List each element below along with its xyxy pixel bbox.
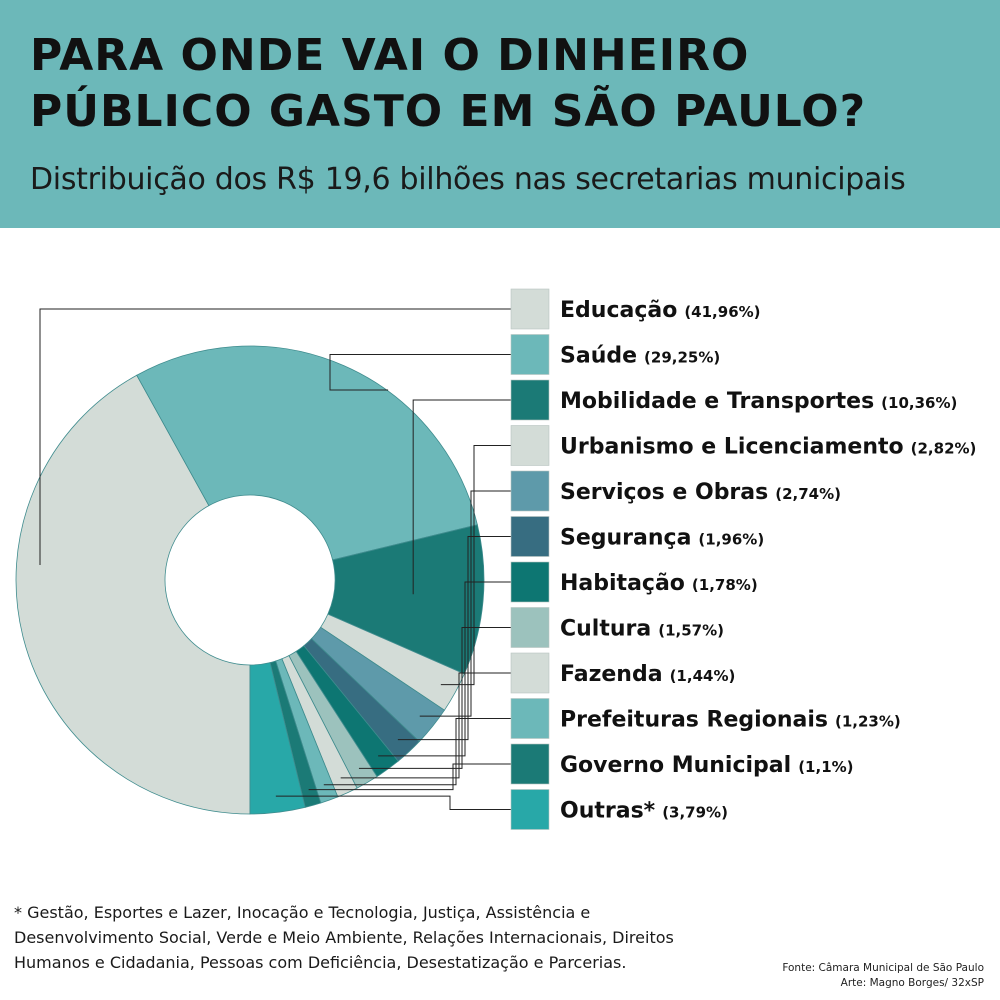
legend-swatch-cultura bbox=[510, 607, 550, 648]
slice-outras bbox=[249, 662, 306, 815]
legend-percent: (10,36%) bbox=[881, 394, 957, 412]
legend-label: Fazenda bbox=[560, 662, 663, 687]
legend-entry-fazenda: Fazenda (1,44%) bbox=[560, 662, 735, 687]
legend-swatch-educacao bbox=[510, 288, 550, 330]
legend-swatch-prefeituras-regionais bbox=[510, 698, 550, 739]
legend-swatch-fazenda bbox=[510, 652, 550, 694]
legend-entry-outras: Outras* (3,79%) bbox=[560, 799, 728, 824]
leader-saude bbox=[329, 354, 511, 391]
leader-cultura bbox=[358, 627, 511, 769]
art-credit: Arte: Magno Borges/ 32xSP bbox=[840, 977, 984, 989]
legend-label: Segurança bbox=[560, 526, 691, 551]
legend-percent: (1,78%) bbox=[692, 576, 758, 594]
legend-percent: (1,44%) bbox=[670, 667, 736, 685]
legend-swatch-seguranca bbox=[510, 516, 550, 557]
legend-label: Governo Municipal bbox=[560, 753, 791, 778]
donut-slices bbox=[15, 345, 485, 815]
leader-prefeituras-regionais bbox=[323, 718, 511, 786]
legend-entry-servicos-e-obras: Serviços e Obras (2,74%) bbox=[560, 480, 841, 505]
chart-title: PARA ONDE VAI O DINHEIRO PÚBLICO GASTO E… bbox=[30, 28, 866, 140]
footnote: * Gestão, Esportes e Lazer, Inocação e T… bbox=[14, 903, 674, 972]
legend-label: Mobilidade e Transportes bbox=[560, 389, 874, 414]
legend-swatch-outras bbox=[510, 789, 550, 830]
slice-saude bbox=[136, 345, 478, 561]
leader-fazenda bbox=[340, 672, 511, 779]
legend-percent: (3,79%) bbox=[662, 804, 728, 822]
title-line-1: PARA ONDE VAI O DINHEIRO bbox=[30, 30, 750, 81]
legend-label: Outras* bbox=[560, 799, 656, 824]
credits: Fonte: Câmara Municipal de São Paulo Art… bbox=[782, 961, 984, 991]
legend-percent: (2,82%) bbox=[911, 440, 977, 458]
legend-entry-educacao: Educação (41,96%) bbox=[560, 298, 761, 323]
legend-entry-saude: Saúde (29,25%) bbox=[560, 344, 720, 369]
legend: Educação (41,96%) Saúde (29,25%) Mobilidade … bbox=[510, 288, 976, 830]
leader-outras bbox=[275, 795, 511, 810]
legend-entry-prefeituras-regionais: Prefeituras Regionais (1,23%) bbox=[560, 708, 901, 733]
legend-swatch-servicos-e-obras bbox=[510, 470, 550, 512]
legend-label: Urbanismo e Licenciamento bbox=[560, 435, 904, 460]
leader-seguranca bbox=[397, 536, 511, 741]
leader-educacao bbox=[39, 308, 511, 565]
legend-percent: (1,57%) bbox=[658, 622, 724, 640]
legend-label: Saúde bbox=[560, 344, 637, 369]
legend-swatch-habitacao bbox=[510, 561, 550, 603]
legend-swatch-urbanismo-e-licenciamento bbox=[510, 425, 550, 466]
leader-urbanismo-e-licenciamento bbox=[440, 445, 511, 686]
legend-label: Cultura bbox=[560, 617, 651, 642]
leader-habitacao bbox=[378, 581, 511, 757]
legend-percent: (2,74%) bbox=[775, 485, 841, 503]
legend-label: Prefeituras Regionais bbox=[560, 708, 828, 733]
legend-percent: (41,96%) bbox=[684, 303, 760, 321]
legend-percent: (1,96%) bbox=[698, 531, 764, 549]
leader-lines bbox=[39, 308, 511, 810]
legend-entry-governo-municipal: Governo Municipal (1,1%) bbox=[560, 753, 854, 778]
legend-percent: (29,25%) bbox=[644, 349, 720, 367]
legend-label: Educação bbox=[560, 298, 677, 323]
leader-servicos-e-obras bbox=[419, 490, 511, 717]
legend-entry-mobilidade-e-transportes: Mobilidade e Transportes (10,36%) bbox=[560, 389, 957, 414]
source-credit: Fonte: Câmara Municipal de São Paulo bbox=[782, 962, 984, 974]
leader-governo-municipal bbox=[308, 763, 511, 791]
legend-entry-urbanismo-e-licenciamento: Urbanismo e Licenciamento (2,82%) bbox=[560, 435, 976, 460]
legend-entry-seguranca: Segurança (1,96%) bbox=[560, 526, 764, 551]
legend-label: Habitação bbox=[560, 571, 685, 596]
legend-swatch-mobilidade-e-transportes bbox=[510, 379, 550, 421]
leader-mobilidade-e-transportes bbox=[412, 399, 511, 595]
legend-entry-habitacao: Habitação (1,78%) bbox=[560, 571, 758, 596]
legend-percent: (1,23%) bbox=[835, 713, 901, 731]
legend-percent: (1,1%) bbox=[798, 758, 853, 776]
header-banner: PARA ONDE VAI O DINHEIRO PÚBLICO GASTO E… bbox=[0, 0, 1000, 228]
legend-swatch-governo-municipal bbox=[510, 743, 550, 785]
legend-entry-cultura: Cultura (1,57%) bbox=[560, 617, 724, 642]
legend-label: Serviços e Obras bbox=[560, 480, 768, 505]
slice-educacao bbox=[15, 374, 251, 815]
title-line-2: PÚBLICO GASTO EM SÃO PAULO? bbox=[30, 86, 867, 137]
legend-swatch-saude bbox=[510, 334, 550, 375]
chart-subtitle: Distribuição dos R$ 19,6 bilhões nas sec… bbox=[30, 162, 906, 197]
